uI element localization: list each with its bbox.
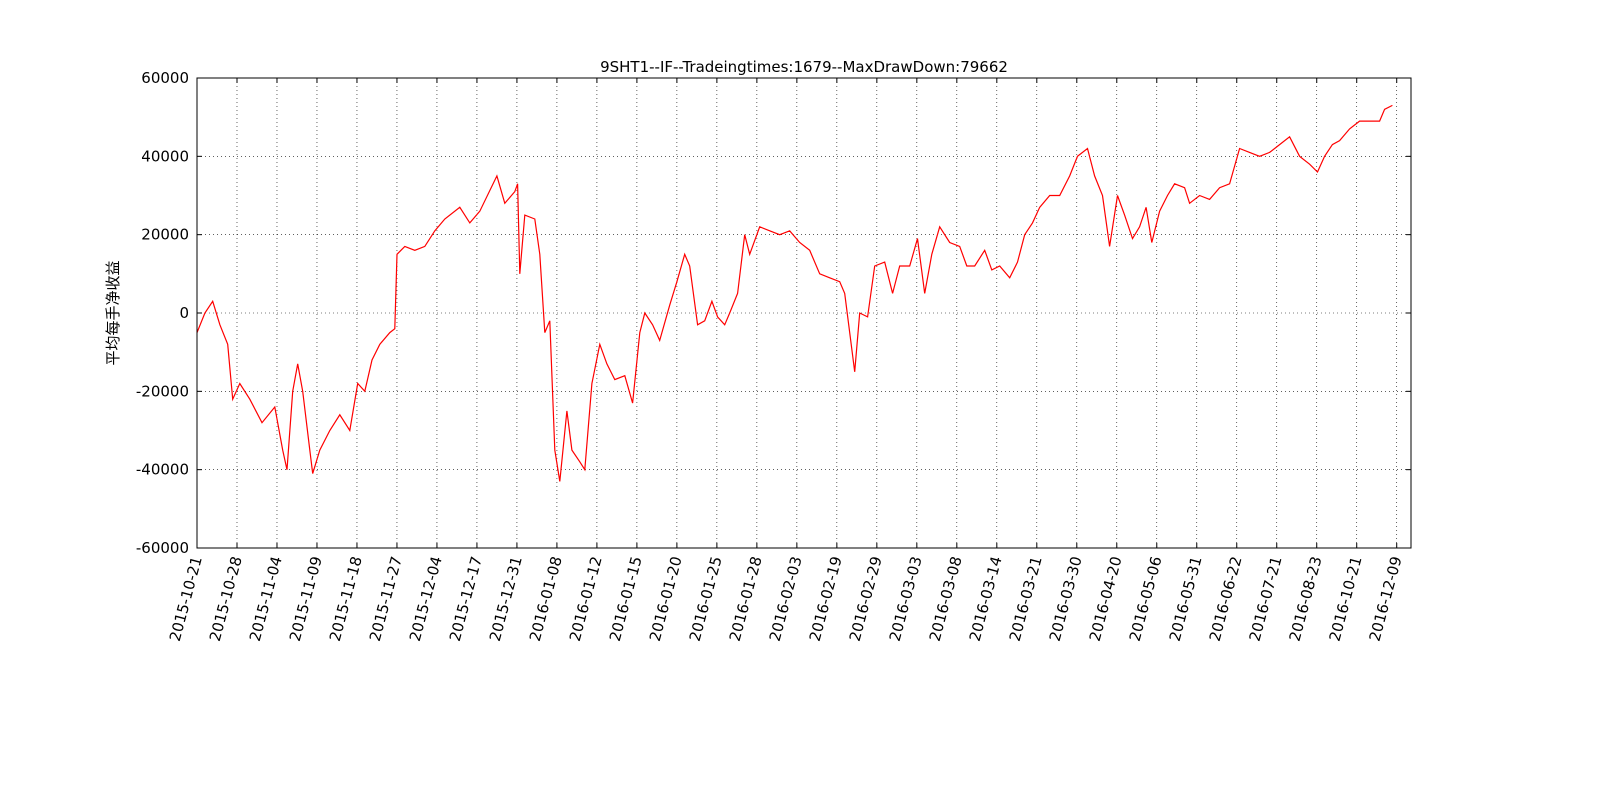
- x-tick-label: 2016-07-21: [1246, 554, 1286, 643]
- y-tick-label: 40000: [141, 147, 189, 165]
- y-tick-label: 20000: [141, 226, 189, 244]
- x-tick-label: 2016-02-03: [766, 554, 806, 643]
- x-tick-label: 2016-03-14: [966, 554, 1006, 643]
- x-tick-label: 2016-12-09: [1366, 554, 1406, 643]
- data-line: [196, 104, 1393, 482]
- x-tick-label: 2016-04-20: [1086, 554, 1126, 643]
- x-tick-label: 2015-11-09: [286, 554, 326, 643]
- x-tick-label: 2016-06-22: [1206, 554, 1246, 643]
- x-tick-label: 2015-11-27: [366, 554, 406, 643]
- y-tick-label: 0: [179, 304, 189, 322]
- x-tick-label: 2016-05-06: [1126, 554, 1166, 643]
- x-tick-label: 2016-08-23: [1286, 554, 1326, 643]
- x-tick-label: 2016-02-19: [806, 554, 846, 643]
- y-tick-label: -20000: [136, 382, 189, 400]
- chart-title: 9SHT1--IF--Tradeingtimes:1679--MaxDrawDo…: [600, 58, 1008, 76]
- x-tick-label: 2015-11-18: [326, 554, 366, 643]
- x-tick-label: 2016-03-03: [886, 554, 926, 643]
- x-tick-label: 2016-01-12: [566, 554, 606, 643]
- y-tick-label: 60000: [141, 69, 189, 87]
- x-tick-label: 2016-02-29: [846, 554, 886, 643]
- x-tick-label: 2016-01-20: [646, 554, 686, 643]
- x-tick-label: 2015-10-21: [166, 554, 206, 643]
- x-tick-label: 2016-03-08: [926, 554, 966, 643]
- y-tick-label: -40000: [136, 461, 189, 479]
- x-tick-label: 2016-03-30: [1046, 554, 1086, 643]
- x-tick-label: 2015-12-17: [446, 554, 486, 643]
- x-tick-label: 2016-01-28: [726, 554, 766, 643]
- plot-frame: [196, 77, 1412, 549]
- x-tick-label: 2015-12-04: [406, 554, 446, 643]
- x-tick-label: 2016-01-15: [606, 554, 646, 643]
- x-tick-label: 2015-12-31: [486, 554, 526, 643]
- x-tick-label: 2016-01-08: [526, 554, 566, 643]
- x-tick-label: 2015-10-28: [206, 554, 246, 643]
- x-tick-label: 2016-10-21: [1326, 554, 1366, 643]
- y-axis-label: 平均每手净收益: [104, 260, 122, 365]
- x-tick-label: 2015-11-04: [246, 554, 286, 643]
- x-tick-label: 2016-01-25: [686, 554, 726, 643]
- x-tick-label: 2016-05-31: [1166, 554, 1206, 643]
- x-tick-label: 2016-03-21: [1006, 554, 1046, 643]
- y-tick-label: -60000: [136, 539, 189, 557]
